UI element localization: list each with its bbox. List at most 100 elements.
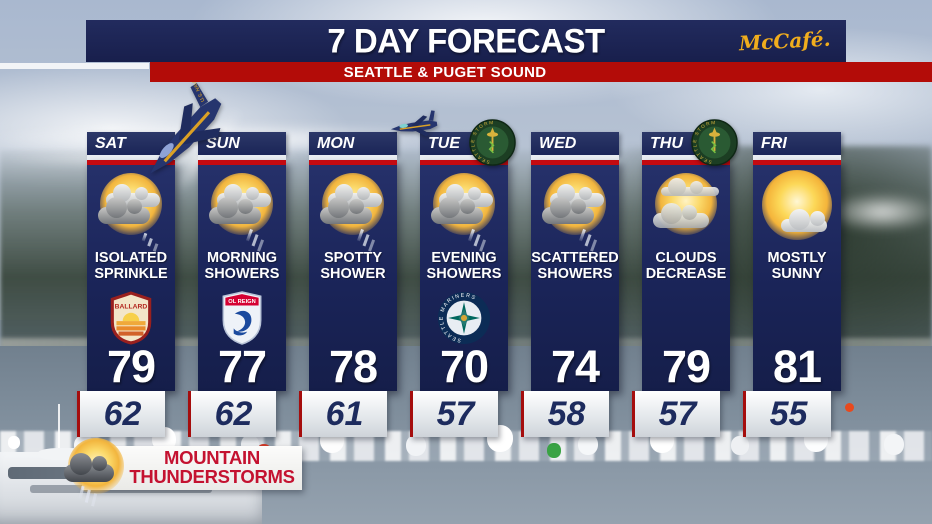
low-temp-box: 62 [77, 391, 165, 437]
high-temp: 79 [661, 341, 711, 392]
seattle-storm-badge: SEATTLE STORM [469, 119, 516, 166]
red-accent-stripe [642, 160, 730, 165]
condition-label: CLOUDS DECREASE [645, 249, 727, 282]
day-label-text: SAT [95, 134, 126, 152]
low-temp-box: 61 [299, 391, 387, 437]
cloud-glyph [653, 203, 709, 228]
storm-cloud-glyph [64, 453, 114, 482]
forecast-card: CLOUDS DECREASE 79 [642, 160, 730, 391]
rain-glyph [141, 232, 147, 242]
forecast-column-sun: SUN MORNING SHOWERS OL REIGN 77 [188, 132, 286, 438]
forecast-card: SCATTERED SHOWERS 74 [531, 160, 619, 391]
red-buoy [845, 403, 854, 412]
forecast-card: ISOLATED SPRINKLE BALLARD 79 [87, 160, 175, 391]
day-label: SAT [87, 132, 175, 155]
sailboat-mast [58, 404, 60, 456]
cloud-glyph [209, 197, 261, 224]
condition-label: SPOTTY SHOWER [320, 249, 386, 282]
forecast-column-thu: THU SEATTLE STORM CLOUDS DECREASE 79 57 [632, 119, 738, 438]
low-temp: 57 [658, 394, 697, 433]
forecast-card: SPOTTY SHOWER 78 [309, 160, 397, 391]
header-separator [531, 155, 619, 160]
forecast-column-sat: SAT ISOLATED SPRINKLE BALLARD [77, 132, 175, 438]
high-temp: 74 [550, 341, 600, 392]
day-label: MON [309, 132, 397, 155]
condition-label: ISOLATED SPRINKLE [94, 249, 168, 282]
header-separator [87, 155, 175, 160]
forecast-card: MORNING SHOWERS OL REIGN 77 [198, 160, 286, 391]
team-logo-slot: OL REIGN [221, 289, 263, 347]
high-temp: 81 [772, 341, 822, 392]
sun-clouds-fading-icon [644, 169, 728, 243]
red-accent-stripe [420, 160, 508, 165]
page-title: 7 DAY FORECAST [327, 21, 605, 60]
high-temp: 78 [328, 341, 378, 392]
ol-reign-logo-text: OL REIGN [228, 299, 255, 305]
forecast-column-mon: MON SPOTTY SHOWER 78 61 [299, 132, 397, 438]
red-accent-stripe [309, 160, 397, 165]
condition-label: MOSTLY SUNNY [767, 249, 827, 282]
condition-label: EVENING SHOWERS [426, 249, 502, 282]
blue-angels-jet-small-icon [390, 110, 438, 137]
cloud-glyph [781, 209, 827, 232]
ballard-logo-text: BALLARD [115, 304, 148, 311]
low-temp-box: 55 [743, 391, 831, 437]
condition-label: SCATTERED SHOWERS [531, 249, 619, 282]
seattle-storm-badge: SEATTLE STORM [691, 119, 738, 166]
forecast-column-wed: WED SCATTERED SHOWERS 74 58 [521, 132, 619, 438]
team-logo-slot: BALLARD [108, 289, 154, 347]
sun-rain-cloud-icon [311, 169, 395, 243]
header-separator [642, 155, 730, 160]
cloud-glyph [98, 197, 150, 224]
sun-rain-cloud-icon [533, 169, 617, 243]
day-label-text: WED [539, 134, 577, 152]
day-label-text: FRI [761, 134, 787, 152]
day-label-text: MON [317, 134, 355, 152]
header-separator [753, 155, 841, 160]
sun-rain-cloud-icon [422, 169, 506, 243]
day-label: SUN [198, 132, 286, 155]
ballard-fc-logo: BALLARD [110, 291, 152, 345]
cloud-glyph [431, 197, 483, 224]
day-label: WED [531, 132, 619, 155]
ol-reign-logo: OL REIGN [222, 291, 262, 345]
low-temp-box: 57 [410, 391, 498, 437]
low-temp: 62 [103, 394, 142, 433]
header-separator [420, 155, 508, 160]
sun-rain-cloud-icon [200, 169, 284, 243]
jet-smoke-trail [824, 192, 932, 232]
low-temp-box: 57 [632, 391, 720, 437]
header-bar: 7 DAY FORECAST McCafé. [86, 20, 846, 62]
red-accent-stripe [198, 160, 286, 165]
thunderstorm-icon [58, 436, 136, 518]
subtitle-bar [150, 62, 932, 82]
high-temp: 70 [439, 341, 489, 392]
forecast-card: MOSTLY SUNNY 81 [753, 160, 841, 391]
seattle-mariners-logo: SEATTLE MARINERS [437, 291, 491, 345]
low-temp: 61 [325, 394, 364, 433]
header-separator [309, 155, 397, 160]
alert-text: MOUNTAIN THUNDERSTORMS [129, 447, 295, 487]
high-temp: 77 [217, 341, 267, 392]
day-label-text: TUE [428, 134, 460, 152]
forecast-card: EVENING SHOWERS SEATTLE MARINERS 70 [420, 160, 508, 391]
day-label: FRI [753, 132, 841, 155]
boat-cluster [8, 436, 20, 449]
region-subtitle: SEATTLE & PUGET SOUND [343, 63, 547, 81]
low-temp-box: 58 [521, 391, 609, 437]
red-accent-stripe [753, 160, 841, 165]
cloud-glyph [439, 184, 493, 207]
low-temp: 62 [214, 394, 253, 433]
day-label-text: SUN [206, 134, 240, 152]
condition-label: MORNING SHOWERS [204, 249, 280, 282]
low-temp: 57 [436, 394, 475, 433]
alert-banner: MOUNTAIN THUNDERSTORMS [64, 438, 302, 500]
forecast-column-tue: TUE SEATTLE STORM EVENING SHOWERS [410, 119, 516, 438]
header-accent-line [0, 63, 149, 69]
forecast-column-fri: FRI MOSTLY SUNNY 81 55 [743, 132, 841, 438]
day-label-text: THU [650, 134, 683, 152]
header-separator [198, 155, 286, 160]
team-logo-slot: SEATTLE MARINERS [437, 289, 491, 347]
red-accent-stripe [531, 160, 619, 165]
